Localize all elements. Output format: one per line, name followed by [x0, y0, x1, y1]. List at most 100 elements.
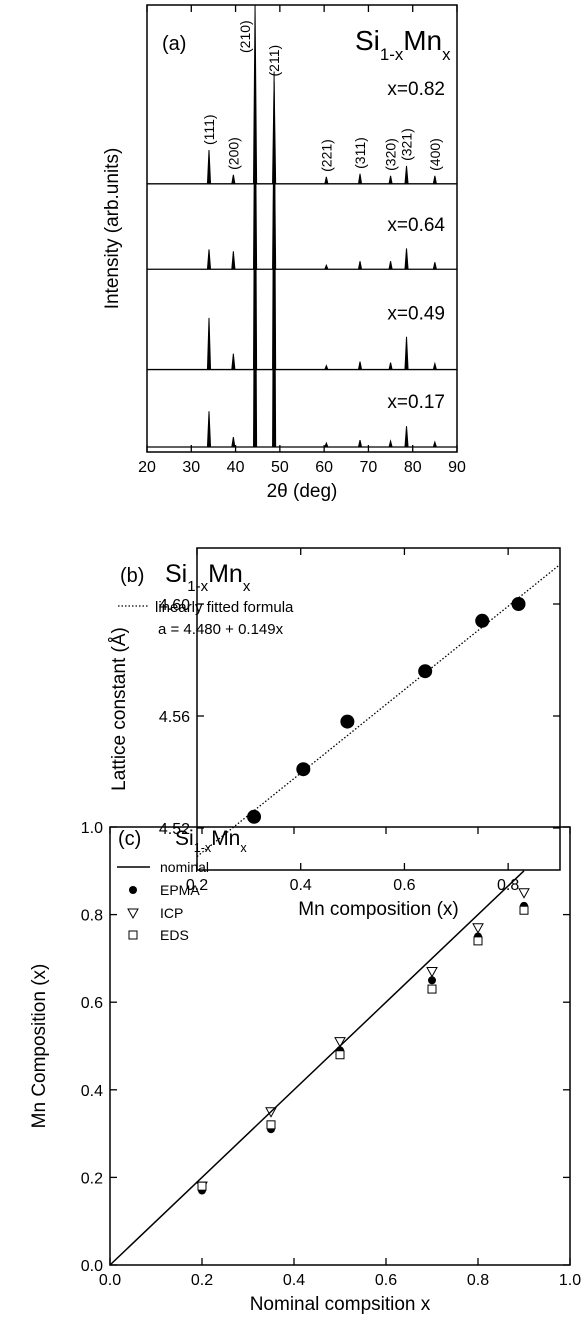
peak-label: (400) — [427, 138, 443, 171]
y-axis-label: Mn Composition (x) — [29, 964, 50, 1129]
data-point — [426, 967, 438, 978]
series-label: x=0.17 — [387, 392, 445, 413]
nominal-line — [109, 870, 525, 1266]
x-axis-label: Mn composition (x) — [298, 899, 459, 920]
peak — [206, 249, 212, 270]
title-text: Mn — [208, 560, 243, 588]
y-tick-label: 4.52 — [159, 821, 190, 838]
legend-marker — [129, 886, 137, 894]
peak — [324, 364, 329, 370]
peak — [324, 441, 329, 448]
title-text: Si — [355, 25, 380, 56]
data-point — [519, 905, 529, 915]
y-tick-label: 0.2 — [81, 1170, 103, 1187]
x-tick-label: 0.6 — [375, 1272, 397, 1289]
legend-marker — [127, 908, 139, 920]
peak — [231, 251, 236, 270]
x-tick-label: 30 — [182, 459, 200, 476]
peak-label: (321) — [399, 128, 415, 161]
title-subscript: 1-x — [194, 841, 212, 855]
plot-frame — [196, 547, 561, 871]
peak — [231, 353, 236, 370]
peak-label: (111) — [201, 114, 217, 145]
peak — [404, 336, 409, 370]
series-label: x=0.49 — [387, 304, 445, 325]
peak — [206, 150, 212, 184]
peak — [272, 149, 277, 448]
data-point — [472, 923, 484, 934]
peak-label: (210) — [237, 20, 253, 53]
y-axis-label: Intensity (arb.units) — [102, 148, 123, 310]
data-point — [296, 762, 311, 777]
peak — [404, 165, 409, 184]
peak-label: (320) — [383, 138, 399, 171]
peak — [432, 361, 437, 370]
peak — [404, 248, 409, 270]
legend-label: nominal — [160, 859, 209, 875]
title-text: Si — [165, 560, 187, 588]
data-point — [518, 888, 530, 899]
panel-label: (a) — [162, 33, 186, 55]
data-point — [418, 664, 433, 679]
y-tick-label: 0.8 — [81, 908, 103, 925]
y-tick-label: 0.6 — [81, 995, 103, 1012]
peak — [388, 439, 393, 448]
peak — [388, 261, 393, 270]
title-subscript: x — [240, 841, 247, 855]
title-subscript: x — [442, 45, 451, 64]
y-tick-label: 1.0 — [81, 820, 103, 837]
peak — [324, 176, 329, 184]
x-tick-label: 1.0 — [559, 1272, 581, 1289]
peak — [357, 361, 363, 370]
peak-label: (211) — [266, 45, 282, 77]
peak — [357, 439, 363, 448]
legend-label: linearly fitted formula — [155, 599, 294, 616]
x-tick-label: 60 — [315, 459, 333, 476]
fit-formula: a = 4.480 + 0.149x — [158, 621, 284, 638]
x-tick-label: 0.2 — [186, 877, 208, 894]
x-tick-label: 0.6 — [393, 877, 415, 894]
plot-frame — [109, 826, 571, 1266]
x-tick-label: 70 — [360, 459, 378, 476]
patterns — [147, 5, 457, 448]
peak — [432, 175, 437, 184]
peak — [231, 437, 236, 448]
peak — [357, 261, 363, 270]
peak — [231, 174, 236, 184]
peak — [324, 263, 329, 270]
fit-line — [196, 564, 561, 858]
y-tick-label: 4.60 — [159, 597, 190, 614]
title-subscript: x — [243, 578, 251, 595]
y-tick-label: 4.56 — [159, 709, 190, 726]
x-tick-label: 90 — [448, 459, 466, 476]
data-point — [511, 597, 526, 611]
peak — [206, 411, 212, 448]
y-tick-label: 0.0 — [81, 1258, 103, 1275]
data-point — [428, 976, 436, 985]
y-tick-label: 0.4 — [81, 1083, 103, 1100]
data-point — [340, 714, 355, 729]
peak — [206, 317, 212, 370]
title-subscript: 1-x — [187, 578, 208, 595]
data-point — [247, 809, 262, 824]
x-tick-label: 80 — [404, 459, 422, 476]
peak — [388, 362, 393, 370]
x-axis-label: 2θ (deg) — [267, 481, 338, 502]
peak-label: (200) — [225, 137, 241, 170]
peak — [432, 262, 437, 270]
x-axis-label: Nominal compsition x — [250, 1294, 431, 1315]
data-point — [265, 1107, 277, 1118]
peak — [253, 149, 258, 448]
legend-marker — [128, 930, 138, 940]
title-subscript: 1-x — [380, 45, 404, 64]
x-tick-label: 0.2 — [191, 1272, 213, 1289]
chart-title: Si1-xMnx — [175, 827, 247, 855]
chart-title: Si1-xMnx — [355, 25, 451, 64]
data-point — [197, 1181, 207, 1191]
legend-label: EDS — [160, 927, 189, 943]
x-tick-label: 50 — [271, 459, 289, 476]
data-point — [475, 613, 490, 628]
peak-label: (221) — [318, 139, 334, 172]
